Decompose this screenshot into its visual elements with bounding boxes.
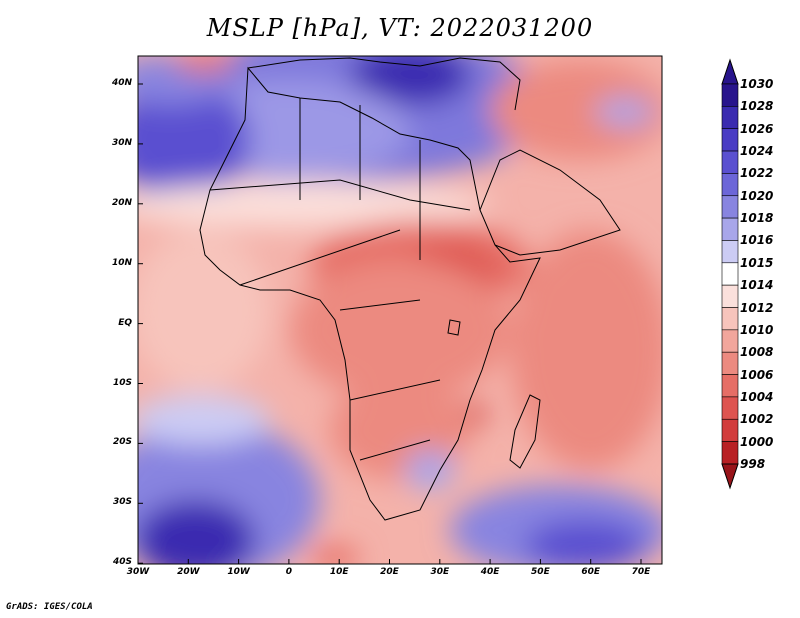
lon-label: 10W [227, 567, 250, 577]
colorbar-label: 1008 [740, 345, 774, 360]
lon-label: 10E [329, 567, 349, 577]
colorbar-label: 1030 [740, 77, 774, 91]
pressure-field [138, 56, 662, 564]
colorbar-label: 1014 [740, 278, 774, 293]
colorbar-label: 1020 [740, 188, 774, 203]
lat-label: EQ [118, 317, 132, 328]
lat-label: 30N [111, 137, 132, 148]
colorbar-swatch [721, 217, 739, 241]
grads-credit: GrADS: IGES/COLA [6, 602, 93, 612]
colorbar-label: 1015 [740, 255, 774, 270]
colorbar-swatch [721, 128, 739, 152]
madagascar [509, 394, 541, 469]
map-frame [137, 55, 663, 565]
lat-label: 20S [112, 437, 132, 448]
colorbar-label: 1012 [740, 300, 774, 315]
colorbar-bottom-arrow [721, 463, 739, 490]
colorbar-label: 1006 [740, 367, 774, 382]
colorbar-label: 1010 [740, 322, 774, 337]
colorbar-label: 1028 [740, 99, 774, 114]
colorbar-top-arrow [721, 58, 739, 85]
lat-label: 10N [111, 257, 132, 268]
colorbar-swatch [721, 262, 739, 286]
colorbar-label: 1002 [740, 412, 774, 427]
lon-label: 50E [531, 567, 550, 577]
colorbar [721, 58, 739, 490]
lat-label: 30S [112, 497, 132, 508]
lon-label: 30E [430, 567, 450, 577]
colorbar-label: 1026 [740, 121, 774, 136]
lon-label: 0 [285, 567, 293, 577]
africa-coastline [199, 66, 541, 521]
lat-ticks [138, 83, 143, 564]
colorbar-swatch [721, 150, 739, 174]
colorbar-swatch [721, 351, 739, 375]
colorbar-swatch [721, 307, 739, 331]
colorbar-swatch [721, 396, 739, 420]
lon-label: 60E [581, 567, 601, 577]
colorbar-label: 1016 [740, 233, 774, 248]
colorbar-swatch [721, 441, 739, 465]
colorbar-label: 1024 [740, 144, 774, 159]
borders [209, 98, 471, 461]
colorbar-label: 998 [740, 456, 766, 471]
lat-label: 40S [112, 557, 132, 568]
lon-label: 20W [177, 567, 200, 577]
arabia [479, 149, 621, 256]
lon-label: 20E [380, 567, 399, 577]
lon-label: 30W [126, 567, 150, 577]
colorbar-label: 1004 [740, 389, 774, 404]
colorbar-swatch [721, 83, 739, 107]
lake-victoria [447, 319, 461, 336]
colorbar-swatch [721, 374, 739, 398]
lat-label: 20N [111, 197, 132, 208]
europe-coast [247, 57, 521, 111]
lon-label: 40E [480, 567, 500, 577]
lon-ticks [137, 559, 642, 564]
coastlines [199, 57, 621, 521]
lat-label: 40N [111, 78, 132, 88]
colorbar-label: 1022 [740, 166, 774, 181]
lat-label: 10S [112, 377, 132, 388]
colorbar-swatch [721, 195, 739, 219]
colorbar-swatch [721, 284, 739, 308]
lon-label: 70E [631, 567, 651, 577]
colorbar-label: 1000 [740, 434, 774, 449]
colorbar-swatch [721, 173, 739, 197]
colorbar-swatch [721, 418, 739, 442]
colorbar-swatch [721, 329, 739, 353]
colorbar-swatch [721, 240, 739, 264]
colorbar-swatch [721, 106, 739, 129]
map-title: MSLP [hPa], VT: 2022031200 [206, 14, 594, 42]
colorbar-label: 1018 [740, 211, 774, 226]
